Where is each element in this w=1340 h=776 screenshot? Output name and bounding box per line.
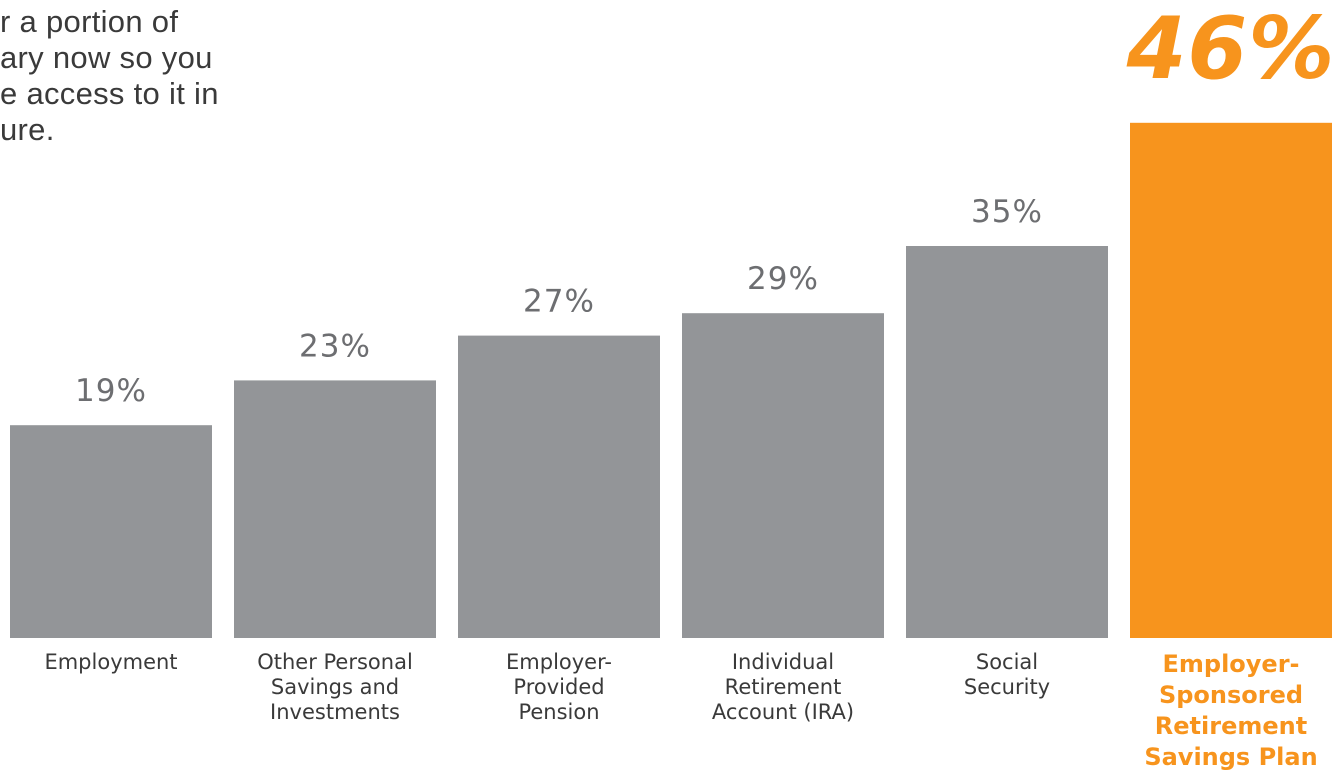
category-label: Retirement bbox=[725, 675, 842, 699]
bars-group bbox=[10, 122, 1332, 639]
bar bbox=[234, 380, 436, 638]
category-label: Provided bbox=[513, 675, 604, 699]
category-label: Sponsored bbox=[1159, 681, 1303, 709]
category-label: Savings Plan bbox=[1144, 743, 1317, 771]
category-label: Security bbox=[964, 675, 1050, 699]
category-label: Other Personal bbox=[257, 650, 413, 674]
category-label: Pension bbox=[518, 700, 599, 724]
bar bbox=[1130, 122, 1332, 639]
bar bbox=[458, 335, 660, 638]
category-label: Employer- bbox=[506, 650, 612, 674]
value-label: 46% bbox=[1126, 0, 1336, 99]
bar bbox=[10, 425, 212, 638]
category-label: Employment bbox=[44, 650, 177, 674]
intro-text: r a portion of ary now so you e access t… bbox=[0, 4, 270, 148]
intro-line: ary now so you bbox=[0, 40, 213, 75]
category-label: Investments bbox=[270, 700, 400, 724]
value-label: 23% bbox=[299, 328, 371, 364]
category-label: Savings and bbox=[271, 675, 399, 699]
value-label: 29% bbox=[747, 261, 819, 297]
category-label: Employer- bbox=[1162, 650, 1299, 678]
intro-line: e access to it in bbox=[0, 76, 219, 111]
value-label: 35% bbox=[971, 194, 1043, 230]
value-label: 27% bbox=[523, 284, 595, 320]
category-label: Individual bbox=[732, 650, 834, 674]
intro-line: r a portion of bbox=[0, 4, 179, 39]
bar bbox=[682, 313, 884, 638]
value-label: 19% bbox=[75, 373, 147, 409]
category-label: Retirement bbox=[1155, 712, 1307, 740]
category-label: Account (IRA) bbox=[712, 700, 854, 724]
category-label: Social bbox=[976, 650, 1038, 674]
intro-line: ure. bbox=[0, 112, 55, 147]
value-labels-group: 19% 23% 27% 29% 35% 46% bbox=[75, 0, 1336, 409]
bar bbox=[906, 246, 1108, 638]
